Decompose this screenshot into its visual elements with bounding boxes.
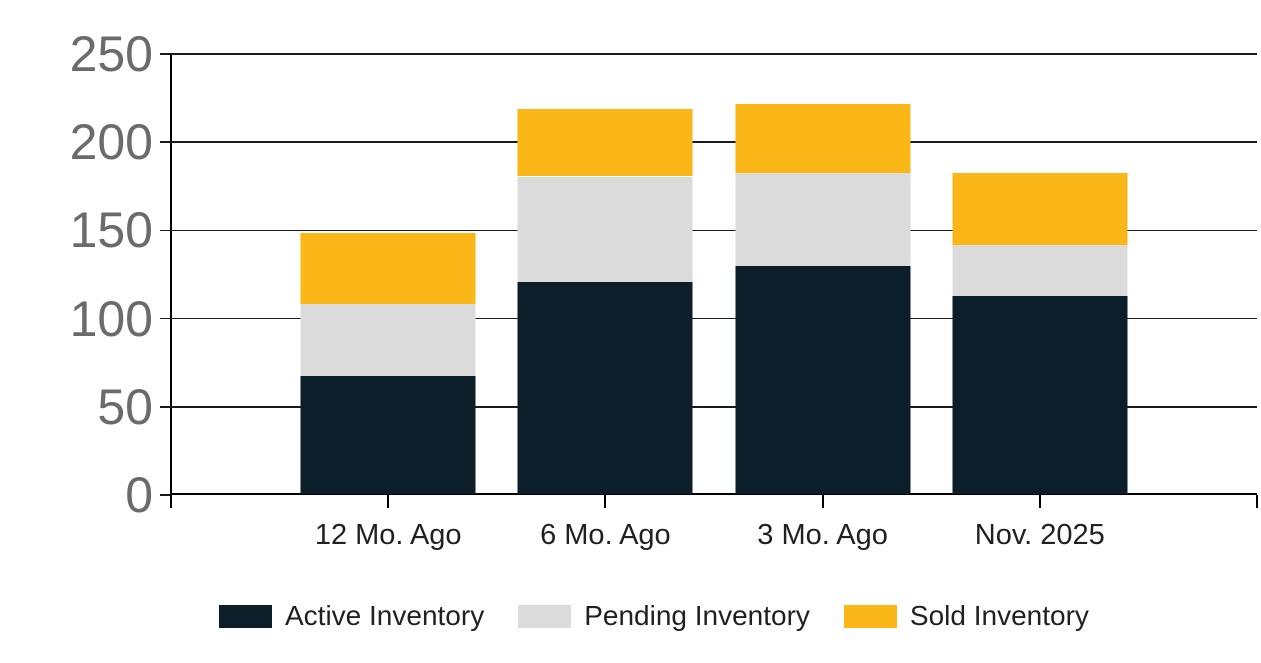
bar-stack: [735, 104, 911, 494]
x-axis-label: Nov. 2025: [974, 519, 1105, 551]
y-axis-tick: [160, 406, 171, 408]
bar-segment-pending-inventory: [952, 245, 1128, 297]
y-axis-line: [170, 54, 172, 495]
bar-segment-active-inventory: [735, 266, 911, 494]
y-axis-tick: [160, 494, 171, 496]
bar-segment-pending-inventory: [300, 303, 476, 376]
y-axis-label: 200: [69, 114, 153, 171]
legend-swatch-sold-inventory: [843, 604, 897, 628]
bar-segment-sold-inventory: [300, 232, 476, 304]
x-axis-tick: [1256, 495, 1258, 508]
legend-label: Active Inventory: [285, 600, 485, 631]
bar-segment-pending-inventory: [517, 176, 693, 283]
bar-stack: [952, 172, 1128, 494]
legend-item: Pending Inventory: [518, 600, 810, 632]
x-axis-label: 6 Mo. Ago: [540, 519, 671, 551]
x-axis-tick: [1038, 495, 1041, 508]
y-axis-tick: [160, 53, 171, 55]
bar-segment-sold-inventory: [735, 104, 911, 173]
x-axis-tick: [387, 495, 390, 508]
bar-stack: [300, 232, 476, 494]
y-axis-tick: [160, 229, 171, 232]
gridline: [171, 229, 1257, 232]
plot-area: 0 50 100 150 200 250 12 Mo. Ago 6 Mo. Ago 3 Mo. …: [70, 29, 1258, 551]
bar-segment-sold-inventory: [952, 172, 1128, 246]
y-axis-label: 100: [69, 290, 153, 347]
legend-item: Sold Inventory: [843, 600, 1089, 632]
legend-label: Pending Inventory: [584, 600, 810, 631]
legend: Active Inventory Pending Inventory Sold In…: [219, 600, 1089, 632]
gridline: [171, 406, 1257, 408]
bar-segment-sold-inventory: [517, 109, 693, 177]
x-axis-tick: [604, 495, 607, 508]
x-axis-label: 3 Mo. Ago: [757, 519, 888, 551]
y-axis-tick: [160, 141, 171, 143]
x-axis-tick: [170, 495, 172, 508]
legend-swatch-active-inventory: [219, 604, 272, 628]
gridline: [171, 53, 1257, 55]
bar-segment-pending-inventory: [735, 172, 911, 267]
bar-segment-active-inventory: [517, 282, 693, 494]
x-axis-line: [171, 493, 1257, 495]
legend-label: Sold Inventory: [909, 600, 1089, 631]
gridline: [171, 317, 1257, 320]
x-axis-tick: [821, 495, 824, 508]
y-axis-label: 250: [69, 26, 153, 82]
y-axis-label: 0: [125, 467, 153, 523]
y-axis-label: 150: [69, 202, 153, 259]
x-axis-label: 12 Mo. Ago: [314, 519, 462, 551]
legend-item: Active Inventory: [219, 600, 484, 632]
y-axis-tick: [160, 317, 171, 320]
bar-segment-active-inventory: [300, 375, 476, 494]
bar-stack: [517, 109, 693, 494]
bar-segment-active-inventory: [952, 296, 1128, 494]
legend-swatch-pending-inventory: [518, 604, 572, 628]
gridline: [171, 141, 1257, 143]
y-axis-label: 50: [97, 378, 153, 435]
